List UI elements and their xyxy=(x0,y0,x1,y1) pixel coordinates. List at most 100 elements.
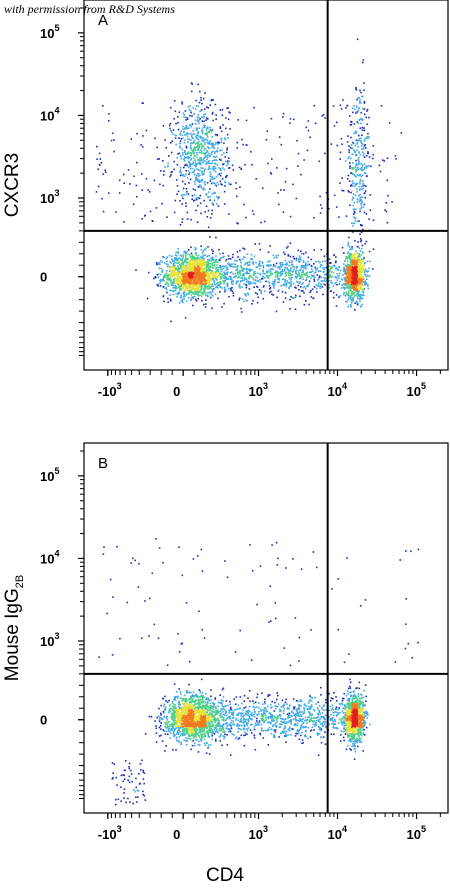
event-dot xyxy=(214,271,217,273)
event-dot xyxy=(337,275,339,277)
event-dot xyxy=(203,262,206,265)
event-dot xyxy=(211,276,214,279)
event-dot xyxy=(225,269,228,272)
event-dot xyxy=(179,734,182,737)
event-dot xyxy=(195,209,197,212)
event-dot xyxy=(177,265,179,267)
event-dot xyxy=(166,283,168,285)
event-dot xyxy=(182,158,185,161)
event-dot xyxy=(345,283,347,285)
event-dot xyxy=(203,291,206,294)
event-dot xyxy=(243,274,245,277)
event-dot xyxy=(372,157,374,160)
event-dot xyxy=(316,268,318,270)
event-dot xyxy=(243,283,245,285)
event-dot xyxy=(354,240,356,242)
event-dot xyxy=(188,290,191,292)
event-dot xyxy=(359,197,361,199)
event-dot xyxy=(328,271,331,273)
event-dot xyxy=(348,272,351,274)
event-dot xyxy=(264,273,266,275)
event-dot xyxy=(202,157,205,159)
event-dot xyxy=(267,271,269,274)
event-dot xyxy=(209,265,212,267)
event-dot xyxy=(219,286,222,288)
event-dot xyxy=(280,266,283,269)
event-dot xyxy=(303,267,305,269)
event-dot xyxy=(209,126,211,129)
event-dot xyxy=(209,272,212,274)
event-dot xyxy=(345,256,348,258)
event-dot xyxy=(180,282,183,285)
event-dot xyxy=(206,150,209,153)
event-dot xyxy=(204,267,206,269)
event-dot xyxy=(200,259,203,262)
event-dot xyxy=(218,196,220,199)
event-dot xyxy=(269,271,271,273)
event-dot xyxy=(194,295,196,298)
event-dot xyxy=(173,279,175,282)
event-dot xyxy=(197,120,200,122)
event-dot xyxy=(212,256,214,259)
event-dot xyxy=(363,257,365,259)
event-dot xyxy=(247,280,249,283)
event-dot xyxy=(214,284,217,286)
event-dot xyxy=(348,254,351,256)
event-dot xyxy=(358,220,360,222)
event-dot xyxy=(347,269,350,271)
event-dot xyxy=(363,129,366,132)
event-dot xyxy=(199,194,202,197)
event-dot xyxy=(348,149,350,151)
event-dot xyxy=(100,162,103,164)
event-dot xyxy=(386,157,389,160)
event-dot xyxy=(385,202,388,204)
event-dot xyxy=(245,299,247,301)
event-dot xyxy=(266,276,269,279)
event-dot xyxy=(200,265,202,267)
event-dot xyxy=(180,259,183,261)
event-dot xyxy=(172,262,175,265)
event-dot xyxy=(219,109,222,111)
event-dot xyxy=(159,285,162,287)
event-dot xyxy=(276,296,278,299)
event-dot xyxy=(239,249,241,252)
event-dot xyxy=(358,156,360,159)
event-dot xyxy=(276,281,279,284)
event-dot xyxy=(177,153,179,155)
event-dot xyxy=(325,266,328,269)
event-dot xyxy=(285,247,288,249)
event-dot xyxy=(225,176,227,179)
event-dot xyxy=(148,191,151,193)
event-dot xyxy=(368,260,371,263)
event-dot xyxy=(196,221,199,223)
event-dot xyxy=(178,285,180,287)
event-dot xyxy=(201,132,204,135)
event-dot xyxy=(232,280,234,282)
event-dot xyxy=(277,192,279,194)
event-dot xyxy=(188,271,190,274)
event-dot xyxy=(298,282,301,284)
event-dot xyxy=(169,266,172,269)
event-dot xyxy=(307,260,309,263)
event-dot xyxy=(291,260,293,262)
event-dot xyxy=(171,273,174,276)
event-dot xyxy=(174,199,177,202)
event-dot xyxy=(195,290,197,293)
event-dot xyxy=(247,292,249,295)
event-dot xyxy=(351,278,354,281)
event-dot xyxy=(171,283,173,286)
event-dot xyxy=(205,283,207,285)
event-dot xyxy=(192,270,194,273)
event-dot xyxy=(289,298,291,301)
event-dot xyxy=(207,209,210,212)
event-dot xyxy=(270,173,273,175)
event-dot xyxy=(206,265,208,267)
event-dot xyxy=(182,255,185,257)
event-dot xyxy=(340,138,343,140)
event-dot xyxy=(200,157,202,159)
event-dot xyxy=(182,173,184,176)
event-dot xyxy=(285,285,288,288)
event-dot xyxy=(172,272,174,275)
event-dot xyxy=(243,203,245,206)
x-tick-label: 0 xyxy=(173,384,180,399)
